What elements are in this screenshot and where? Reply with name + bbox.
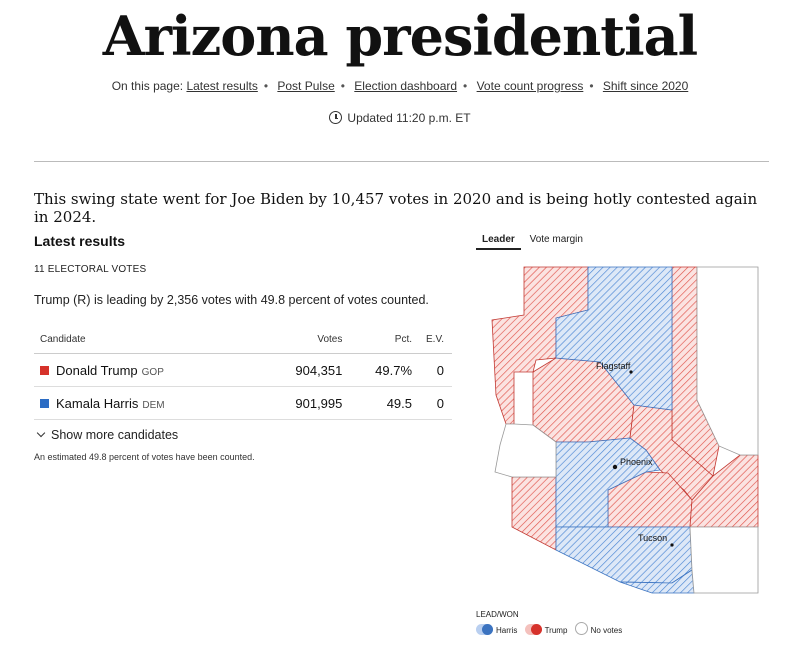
col-candidate: Candidate [34, 330, 256, 354]
intro-text: This swing state went for Joe Biden by 1… [34, 190, 758, 226]
county-apache [696, 266, 759, 456]
city-dot-tucson [670, 543, 674, 547]
legend-item-trump: Trump [524, 624, 570, 635]
trump-swatch-icon [524, 624, 542, 635]
candidate-cell: Kamala Harris DEM [34, 386, 256, 420]
map-legend: LEAD/WON Harris Trump No votes [476, 610, 627, 635]
updated-timestamp: Updated 11:20 p.m. ET [0, 111, 800, 125]
chevron-down-icon [36, 428, 46, 438]
ev-cell: 0 [420, 386, 452, 420]
tab-vote-margin[interactable]: Vote margin [529, 234, 583, 245]
page-title: Arizona presidential [102, 4, 698, 68]
map-mode-toggle: Leader Vote margin [476, 234, 589, 250]
table-header-row: Candidate Votes Pct. E.V. [34, 330, 452, 354]
county-pima [555, 526, 693, 584]
city-label-flagstaff: Flagstaff [596, 361, 631, 371]
nav-link-vote-count-progress[interactable]: Vote count progress [476, 79, 584, 93]
nav-link-shift-since-2020[interactable]: Shift since 2020 [602, 79, 689, 93]
county-yuma [511, 476, 557, 551]
legend-item-harris: Harris [476, 624, 520, 635]
votes-cell: 904,351 [255, 353, 351, 387]
candidate-cell: Donald Trump GOP [34, 353, 256, 387]
votes-cell: 901,995 [255, 386, 351, 420]
electoral-votes-label: 11 ELECTORAL VOTES [34, 264, 147, 275]
table-row: Kamala Harris DEM 901,995 49.5 0 [34, 386, 452, 420]
on-this-page-nav: On this page: Latest results • Post Pulse… [111, 79, 689, 93]
city-dot-phoenix [612, 464, 618, 470]
estimate-note: An estimated 49.8 percent of votes have … [34, 452, 255, 462]
city-dot-flagstaff [629, 370, 633, 374]
city-markers: Flagstaff Phoenix Tucson [596, 361, 674, 547]
col-votes: Votes [255, 330, 351, 354]
county-la-paz [494, 423, 557, 478]
tab-leader[interactable]: Leader [476, 234, 521, 250]
candidate-name: Donald Trump [56, 362, 138, 378]
race-status: Trump (R) is leading by 2,356 votes with… [34, 293, 429, 307]
show-more-candidates-button[interactable]: Show more candidates [36, 428, 178, 442]
ev-cell: 0 [420, 353, 452, 387]
legend-item-no-votes: No votes [574, 622, 622, 635]
latest-results-heading: Latest results [34, 233, 126, 249]
nav-prefix: On this page: [111, 79, 184, 93]
results-table: Candidate Votes Pct. E.V. Donald Trump GO… [34, 330, 452, 420]
party-color-swatch [40, 365, 49, 375]
pct-cell: 49.5 [350, 386, 421, 420]
clock-icon [329, 111, 343, 124]
table-row: Donald Trump GOP 904,351 49.7% 0 [34, 353, 452, 387]
arizona-county-map: Flagstaff Phoenix Tucson [491, 266, 759, 594]
harris-swatch-icon [476, 624, 493, 635]
county-cochise [689, 526, 759, 594]
city-label-tucson: Tucson [638, 533, 667, 543]
party-label: DEM [142, 399, 165, 411]
nav-link-post-pulse[interactable]: Post Pulse [277, 79, 335, 93]
party-label: GOP [141, 366, 164, 378]
city-label-phoenix: Phoenix [620, 457, 653, 467]
no-votes-swatch-icon [574, 622, 588, 635]
nav-link-election-dashboard[interactable]: Election dashboard [354, 79, 458, 93]
divider [34, 161, 769, 162]
legend-title: LEAD/WON [476, 610, 519, 619]
col-pct: Pct. [350, 330, 421, 354]
col-ev: E.V. [420, 330, 452, 354]
county-coconino [555, 266, 673, 411]
party-color-swatch [40, 398, 49, 408]
pct-cell: 49.7% [350, 353, 421, 387]
candidate-name: Kamala Harris [56, 395, 139, 411]
nav-link-latest-results[interactable]: Latest results [186, 79, 258, 93]
